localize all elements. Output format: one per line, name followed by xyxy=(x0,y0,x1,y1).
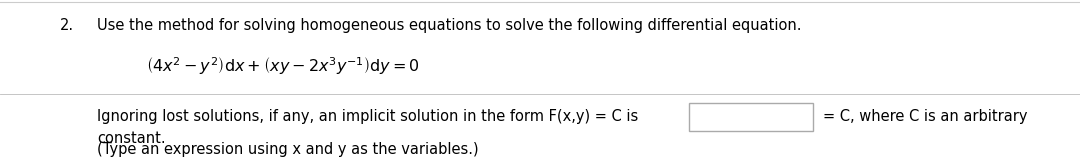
Text: Use the method for solving homogeneous equations to solve the following differen: Use the method for solving homogeneous e… xyxy=(97,18,801,33)
Text: Ignoring lost solutions, if any, an implicit solution in the form F(x,y) = C is: Ignoring lost solutions, if any, an impl… xyxy=(97,109,638,125)
Text: = C, where C is an arbitrary: = C, where C is an arbitrary xyxy=(823,109,1027,125)
Text: $\left(4x^2-y^2\right)\mathrm{d}x+\left(xy-2x^3y^{-1}\right)\mathrm{d}y=0$: $\left(4x^2-y^2\right)\mathrm{d}x+\left(… xyxy=(146,55,420,77)
Text: (Type an expression using x and y as the variables.): (Type an expression using x and y as the… xyxy=(97,142,478,157)
Bar xyxy=(689,103,813,131)
Text: 2.: 2. xyxy=(59,18,73,33)
Text: constant.: constant. xyxy=(97,131,166,146)
